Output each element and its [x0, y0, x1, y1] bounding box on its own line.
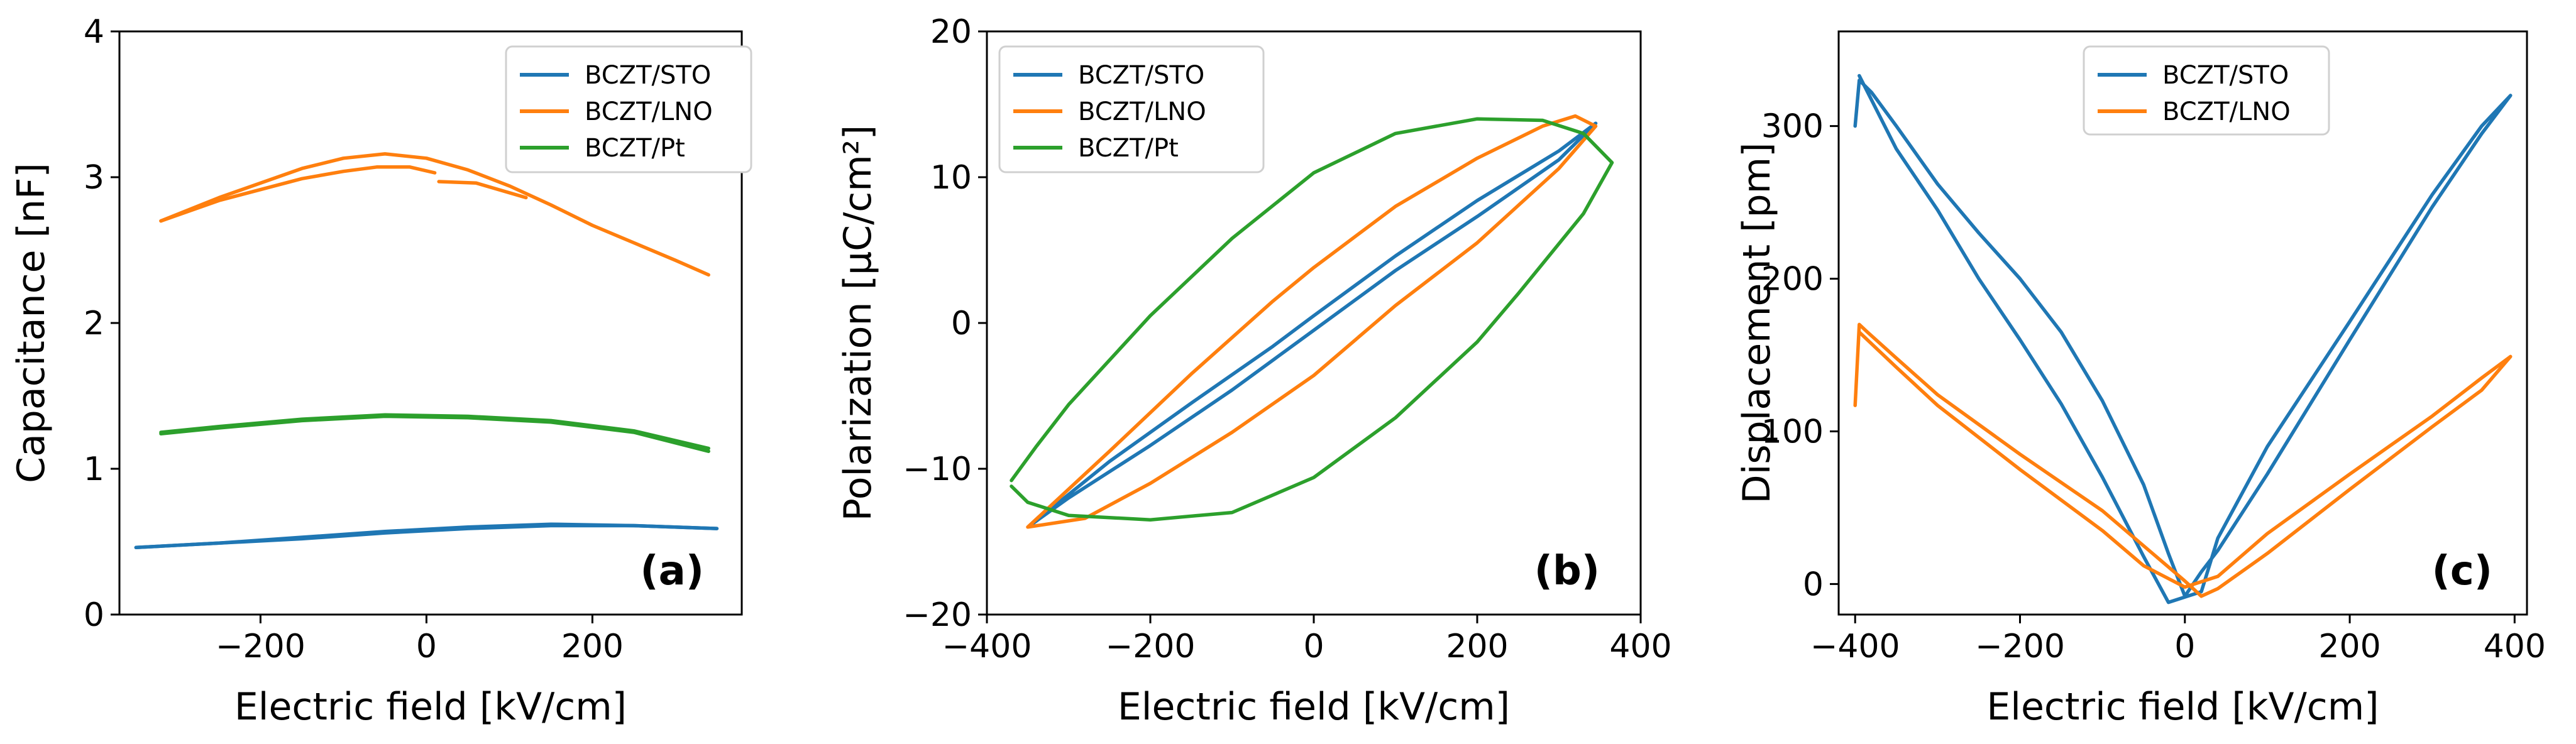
x-tick-label: 0: [1303, 628, 1324, 665]
series-line-bczt-pt: [1010, 117, 1614, 522]
x-tick-label: 200: [1446, 628, 1508, 665]
series-line-bczt-lno: [159, 165, 437, 223]
x-axis-label: Electric field [kV/cm]: [1986, 685, 2379, 729]
legend-entry: BCZT/STO: [585, 61, 711, 90]
legend: BCZT/STO BCZT/LNO BCZT/Pt: [998, 45, 1265, 173]
x-tick-label: 0: [416, 628, 437, 665]
x-axis-label: Electric field [kV/cm]: [234, 685, 627, 729]
x-tick-label: 200: [561, 628, 624, 665]
x-tick-label: −400: [942, 628, 1032, 665]
x-tick-label: 200: [2318, 628, 2381, 665]
legend-entry: BCZT/Pt: [1078, 134, 1179, 163]
panel-label: (a): [640, 548, 704, 594]
series-group: [134, 152, 719, 550]
panel-b: −400 −200 0 200 400 −20 −10 0 10 20 Electric field…: [836, 13, 1672, 729]
legend-entry: BCZT/LNO: [585, 97, 713, 126]
series-group: [1853, 74, 2513, 604]
x-tick-label: 400: [2484, 628, 2546, 665]
legend-box: [505, 45, 752, 173]
x-axis-label: Electric field [kV/cm]: [1118, 685, 1510, 729]
y-tick-label: 4: [84, 13, 104, 51]
x-tick-label: −400: [1810, 628, 1900, 665]
x-tick-label: −200: [216, 628, 305, 665]
y-tick-label: 0: [951, 305, 972, 342]
y-tick-label: 0: [84, 596, 104, 634]
panel-c: −400 −200 0 200 400 0 100 200 300 Electric field …: [1735, 30, 2546, 729]
y-tick-label: 10: [930, 159, 972, 197]
y-tick-label: 100: [1761, 413, 1824, 451]
series-line-bczt-lno: [159, 152, 710, 277]
y-axis-label: Capacitance [nF]: [9, 163, 53, 483]
y-tick-label: 20: [930, 13, 972, 51]
panel-label: (b): [1534, 548, 1600, 594]
series-line-bczt-lno: [437, 180, 528, 200]
series-line-bczt-sto: [134, 523, 719, 550]
y-tick-label: −20: [903, 596, 972, 634]
y-axis-label: Displacement [pm]: [1735, 143, 1779, 504]
y-tick-label: 0: [1803, 566, 1824, 603]
legend: BCZT/STO BCZT/LNO BCZT/Pt: [505, 45, 752, 173]
series-line-bczt-lno: [1853, 322, 2513, 598]
legend-entry: BCZT/STO: [2162, 61, 2289, 90]
x-tick-label: −200: [1975, 628, 2065, 665]
y-tick-label: 3: [84, 159, 104, 197]
series-line-bczt-lno: [1026, 114, 1598, 529]
x-tick-label: 400: [1609, 628, 1671, 665]
x-tick-label: 0: [2174, 628, 2195, 665]
y-tick-label: 300: [1761, 108, 1824, 146]
y-tick-label: 200: [1761, 261, 1824, 298]
legend-entry: BCZT/LNO: [1078, 97, 1206, 126]
series-line-bczt-sto: [1853, 74, 2513, 604]
y-tick-label: 2: [84, 305, 104, 342]
axes-frame: [1837, 30, 2528, 616]
series-line-bczt-pt: [159, 414, 710, 453]
legend-entry: BCZT/Pt: [585, 134, 685, 163]
x-tick-label: −200: [1106, 628, 1196, 665]
legend-entry: BCZT/LNO: [2162, 97, 2291, 126]
legend: BCZT/STO BCZT/LNO: [2083, 45, 2330, 136]
legend-entry: BCZT/STO: [1078, 61, 1204, 90]
y-tick-label: −10: [903, 451, 972, 488]
series-group: [1010, 114, 1614, 529]
series-line-bczt-sto: [1030, 121, 1598, 526]
panel-label: (c): [2432, 548, 2492, 594]
legend-box: [998, 45, 1265, 173]
y-tick-label: 1: [84, 451, 104, 488]
panel-a: −200 0 200 0 1 2 3 4 Electric field [kV/cm] Capac…: [9, 13, 752, 729]
y-axis-label: Polarization [μC/cm²]: [836, 125, 880, 521]
